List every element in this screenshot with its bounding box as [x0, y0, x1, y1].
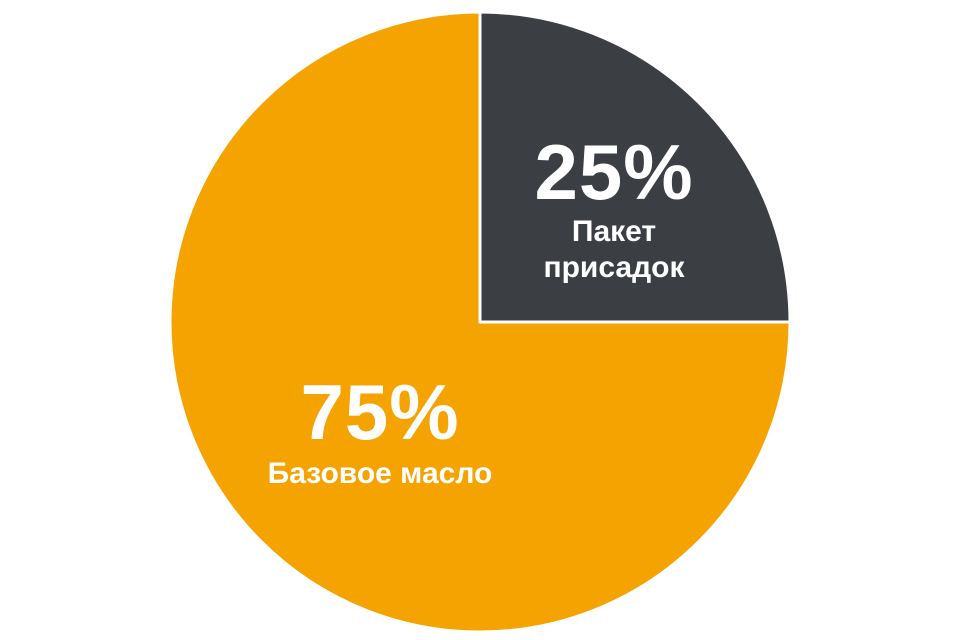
slice-label: Базовое масло — [267, 457, 493, 490]
value-label: 75% — [300, 368, 460, 456]
value-label: 25% — [534, 128, 694, 216]
pie-slice — [478, 10, 792, 324]
slice-label: Пакет присадок — [543, 215, 685, 284]
pie-slice — [168, 10, 792, 634]
